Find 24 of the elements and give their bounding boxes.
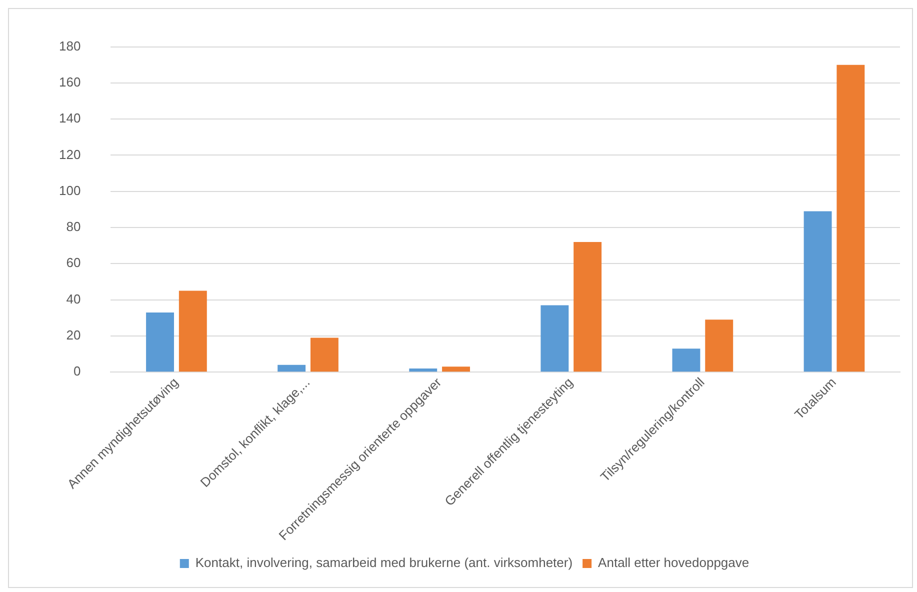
bar (804, 211, 832, 372)
bar (705, 320, 734, 372)
bar (278, 364, 306, 372)
y-tick-label: 180 (58, 38, 81, 54)
bar (574, 242, 602, 372)
bar (672, 348, 700, 372)
bar (178, 290, 207, 372)
bar (310, 338, 338, 372)
y-tick-label: 0 (73, 364, 81, 379)
y-tick-label: 100 (58, 182, 81, 198)
y-tick-label: 60 (66, 255, 81, 270)
y-tick-label: 40 (66, 291, 81, 306)
bar (409, 368, 438, 372)
y-tick-label: 20 (66, 328, 81, 343)
bar (442, 366, 470, 372)
legend-label: Kontakt, involvering, samarbeid med brukerne (ant. virksomheter) (195, 555, 573, 570)
legend-label: Antall etter hovedoppgave (598, 555, 750, 570)
bar (540, 305, 569, 372)
y-tick-label: 140 (58, 110, 81, 126)
y-tick-label: 80 (66, 219, 81, 234)
y-tick-label: 160 (58, 74, 81, 90)
y-tick-label: 120 (58, 146, 81, 162)
bar (146, 312, 174, 372)
bar (836, 64, 865, 372)
